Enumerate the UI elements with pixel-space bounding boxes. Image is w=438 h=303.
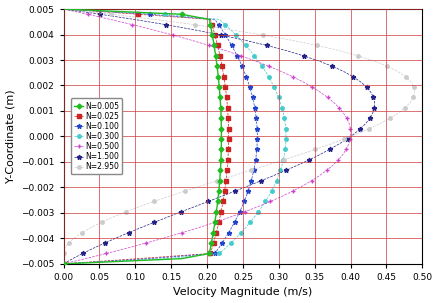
Legend: N=0.005, N=0.025, N=0.100, N=0.300, N=0.500, N=1.500, N=2.950: N=0.005, N=0.025, N=0.100, N=0.300, N=0.…	[71, 98, 123, 175]
Y-axis label: Y-Coordinate (m): Y-Coordinate (m)	[6, 90, 16, 183]
X-axis label: Velocity Magnitude (m/s): Velocity Magnitude (m/s)	[173, 288, 313, 298]
